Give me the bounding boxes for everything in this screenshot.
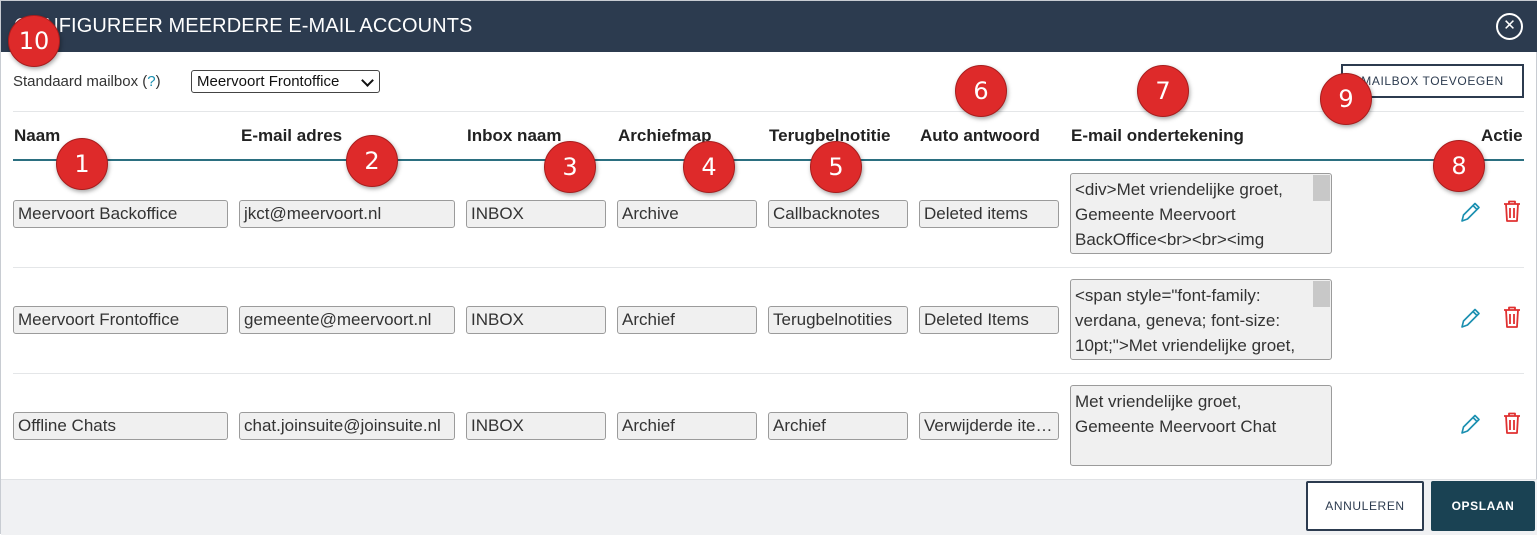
inbox-field[interactable]: INBOX [466,200,606,228]
header-underline [13,159,1524,161]
auto-reply-field[interactable]: Deleted Items [919,306,1059,334]
name-field[interactable]: Meervoort Backoffice [13,200,228,228]
row-divider [13,267,1524,268]
annotation-marker: 7 [1137,65,1189,117]
column-header-email: E-mail adres [241,126,343,145]
auto-reply-field[interactable]: Deleted items [919,200,1059,228]
signature-text: <div>Met vriendelijke groet, Gemeente Me… [1075,180,1283,249]
default-mailbox-label-end: ) [155,73,161,90]
archive-field[interactable]: Archief [617,412,757,440]
annotation-marker: 1 [56,138,108,190]
column-header-action: Actie [1481,126,1523,145]
cancel-button[interactable]: ANNULEREN [1306,481,1424,531]
chevron-down-icon [361,74,374,87]
column-header-name: Naam [14,126,61,145]
trash-icon[interactable] [1500,410,1524,436]
signature-text: <span style="font-family: verdana, genev… [1075,286,1296,355]
callback-field[interactable]: Archief [768,412,908,440]
email-field[interactable]: gemeente@meervoort.nl [239,306,455,334]
annotation-marker: 9 [1320,73,1372,125]
default-mailbox-label-text: Standaard mailbox ( [13,73,148,90]
column-header-callback: Terugbelnotitie [769,126,891,145]
trash-icon[interactable] [1500,198,1524,224]
pencil-icon[interactable] [1458,199,1482,225]
archive-field[interactable]: Archive [617,200,757,228]
annotation-marker: 2 [346,135,398,187]
callback-field[interactable]: Terugbelnotities [768,306,908,334]
default-mailbox-select[interactable]: Meervoort Frontoffice [191,70,380,93]
save-button[interactable]: OPSLAAN [1431,481,1535,531]
annotation-marker: 3 [544,141,596,193]
signature-field[interactable]: <div>Met vriendelijke groet, Gemeente Me… [1070,173,1332,254]
annotation-marker: 6 [955,65,1007,117]
dialog-header: CONFIGUREER MEERDERE E-MAIL ACCOUNTS ✕ [1,1,1537,52]
annotation-marker: 8 [1433,140,1485,192]
inbox-field[interactable]: INBOX [466,306,606,334]
email-field[interactable]: jkct@meervoort.nl [239,200,455,228]
column-header-archive: Archiefmap [618,126,712,145]
auto-reply-field[interactable]: Verwijderde items [919,412,1059,440]
column-header-auto-reply: Auto antwoord [920,126,1040,145]
column-header-inbox: Inbox naam [467,126,562,145]
annotation-marker: 4 [683,141,735,193]
help-link[interactable]: ? [147,73,156,90]
trash-icon[interactable] [1500,304,1524,330]
inbox-field[interactable]: INBOX [466,412,606,440]
scrollbar[interactable] [1313,281,1330,307]
scrollbar[interactable] [1313,175,1330,201]
dialog-title: CONFIGUREER MEERDERE E-MAIL ACCOUNTS [14,15,473,37]
divider [13,111,1524,112]
name-field[interactable]: Offline Chats [13,412,228,440]
annotation-marker: 5 [810,141,862,193]
email-field[interactable]: chat.joinsuite@joinsuite.nl [239,412,455,440]
pencil-icon[interactable] [1458,305,1482,331]
signature-field[interactable]: Met vriendelijke groet, Gemeente Meervoo… [1070,385,1332,466]
annotation-marker: 10 [8,15,60,67]
callback-field[interactable]: Callbacknotes [768,200,908,228]
default-mailbox-selected: Meervoort Frontoffice [197,73,340,90]
pencil-icon[interactable] [1458,411,1482,437]
close-icon: ✕ [1503,17,1516,34]
default-mailbox-label: Standaard mailbox (?) [13,73,161,90]
signature-field[interactable]: <span style="font-family: verdana, genev… [1070,279,1332,360]
archive-field[interactable]: Archief [617,306,757,334]
dialog-footer [1,479,1537,535]
name-field[interactable]: Meervoort Frontoffice [13,306,228,334]
close-button[interactable]: ✕ [1496,13,1523,40]
row-divider [13,373,1524,374]
column-header-signature: E-mail ondertekening [1071,126,1244,145]
